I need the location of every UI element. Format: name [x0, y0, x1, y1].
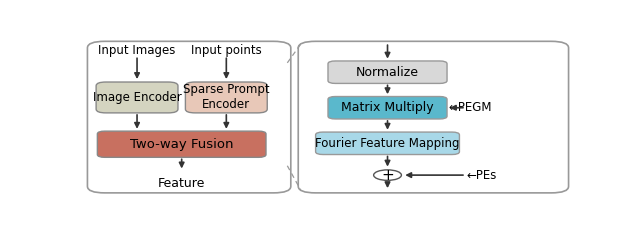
FancyBboxPatch shape	[186, 82, 268, 113]
FancyBboxPatch shape	[328, 61, 447, 83]
Text: Fourier Feature Mapping: Fourier Feature Mapping	[316, 137, 460, 150]
FancyBboxPatch shape	[97, 131, 266, 157]
Circle shape	[374, 170, 401, 180]
Text: ←PEGM: ←PEGM	[448, 101, 492, 114]
Text: Image Encoder: Image Encoder	[93, 91, 181, 104]
Text: Sparse Prompt
Encoder: Sparse Prompt Encoder	[183, 83, 269, 112]
FancyBboxPatch shape	[328, 96, 447, 119]
FancyBboxPatch shape	[88, 41, 291, 193]
FancyBboxPatch shape	[96, 82, 178, 113]
Text: Two-way Fusion: Two-way Fusion	[130, 138, 234, 151]
Text: Matrix Multiply: Matrix Multiply	[341, 101, 434, 114]
Text: +: +	[381, 168, 394, 182]
Text: Normalize: Normalize	[356, 66, 419, 79]
FancyBboxPatch shape	[316, 132, 460, 155]
Text: Input points: Input points	[191, 44, 262, 57]
Text: Input Images: Input Images	[99, 44, 176, 57]
Text: Feature: Feature	[158, 177, 205, 190]
Text: ←PEs: ←PEs	[467, 169, 497, 182]
FancyBboxPatch shape	[298, 41, 568, 193]
